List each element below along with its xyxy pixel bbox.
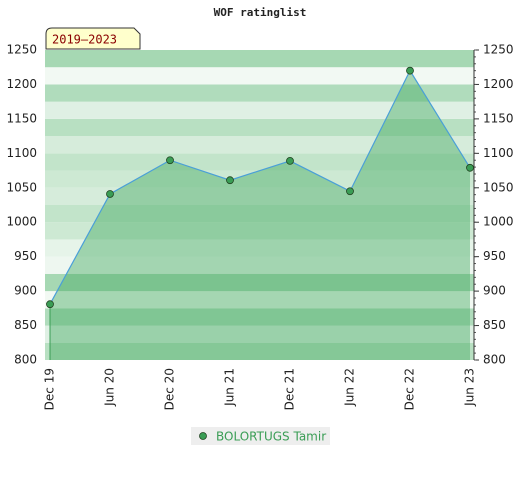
legend-label: BOLORTUGS Tamir bbox=[216, 430, 326, 444]
background-stripe bbox=[45, 187, 474, 205]
x-tick-label: Jun 23 bbox=[463, 368, 477, 407]
legend-box bbox=[191, 427, 330, 445]
point bbox=[466, 163, 474, 172]
y-tick-label: 1100 bbox=[6, 146, 37, 160]
badge bbox=[45, 27, 141, 50]
x-tick-label: Dec 19 bbox=[43, 368, 57, 410]
background-stripe bbox=[45, 222, 474, 240]
point bbox=[406, 66, 414, 75]
background-stripe bbox=[45, 291, 474, 309]
y-tick-label: 850 bbox=[14, 318, 37, 332]
point bbox=[106, 190, 114, 198]
legend-marker bbox=[199, 432, 207, 440]
x-tick-label: Jun 21 bbox=[223, 368, 237, 407]
y2-tick-label: 1050 bbox=[483, 180, 514, 194]
y-tick-label: 800 bbox=[14, 353, 37, 367]
y2-tick-label: 1200 bbox=[483, 77, 514, 91]
background-stripe bbox=[45, 205, 474, 223]
line bbox=[49, 69, 471, 305]
background-stripe bbox=[45, 170, 474, 188]
area bbox=[50, 70, 470, 361]
background-stripe bbox=[45, 101, 474, 119]
background-stripe bbox=[45, 325, 474, 343]
background-stripe bbox=[45, 50, 474, 68]
background-stripe bbox=[45, 308, 474, 326]
background-stripe bbox=[45, 67, 474, 85]
y-tick-label: 1050 bbox=[6, 180, 37, 194]
y2-tick-label: 1000 bbox=[483, 215, 514, 229]
background-stripe bbox=[45, 256, 474, 274]
x-tick-label: Dec 22 bbox=[403, 368, 417, 410]
point bbox=[226, 176, 234, 185]
y2-tick-label: 1250 bbox=[483, 43, 514, 57]
y2-tick-label: 800 bbox=[483, 353, 506, 367]
y-tick-label: 1000 bbox=[6, 215, 37, 229]
badge-label: 2019–2023 bbox=[52, 33, 117, 47]
x-tick-label: Dec 20 bbox=[163, 368, 177, 410]
x-tick-label: Jun 22 bbox=[343, 368, 357, 407]
y2-tick-label: 1100 bbox=[483, 146, 514, 160]
point bbox=[46, 300, 54, 309]
y-tick-label: 1250 bbox=[6, 43, 37, 57]
point bbox=[286, 157, 294, 165]
background-stripe bbox=[45, 84, 474, 102]
y-tick-label: 1200 bbox=[6, 77, 37, 91]
background-stripe bbox=[45, 118, 474, 137]
point bbox=[166, 156, 174, 165]
chart-title: WOF ratinglist bbox=[214, 6, 307, 19]
y-tick-label: 900 bbox=[14, 284, 37, 298]
y-tick-label: 950 bbox=[14, 249, 37, 263]
y2-tick-label: 950 bbox=[483, 249, 506, 263]
x-tick-label: Jun 20 bbox=[103, 368, 117, 407]
background-stripe bbox=[45, 136, 474, 154]
y2-tick-label: 850 bbox=[483, 318, 506, 332]
y2-tick-label: 1150 bbox=[483, 111, 514, 125]
y-tick-label: 1150 bbox=[6, 111, 37, 125]
point bbox=[346, 187, 354, 196]
background-stripe bbox=[45, 239, 474, 257]
y2-tick-label: 900 bbox=[483, 284, 506, 298]
x-tick-label: Dec 21 bbox=[283, 368, 297, 410]
background-stripe bbox=[45, 273, 474, 292]
background-stripe bbox=[45, 342, 474, 360]
